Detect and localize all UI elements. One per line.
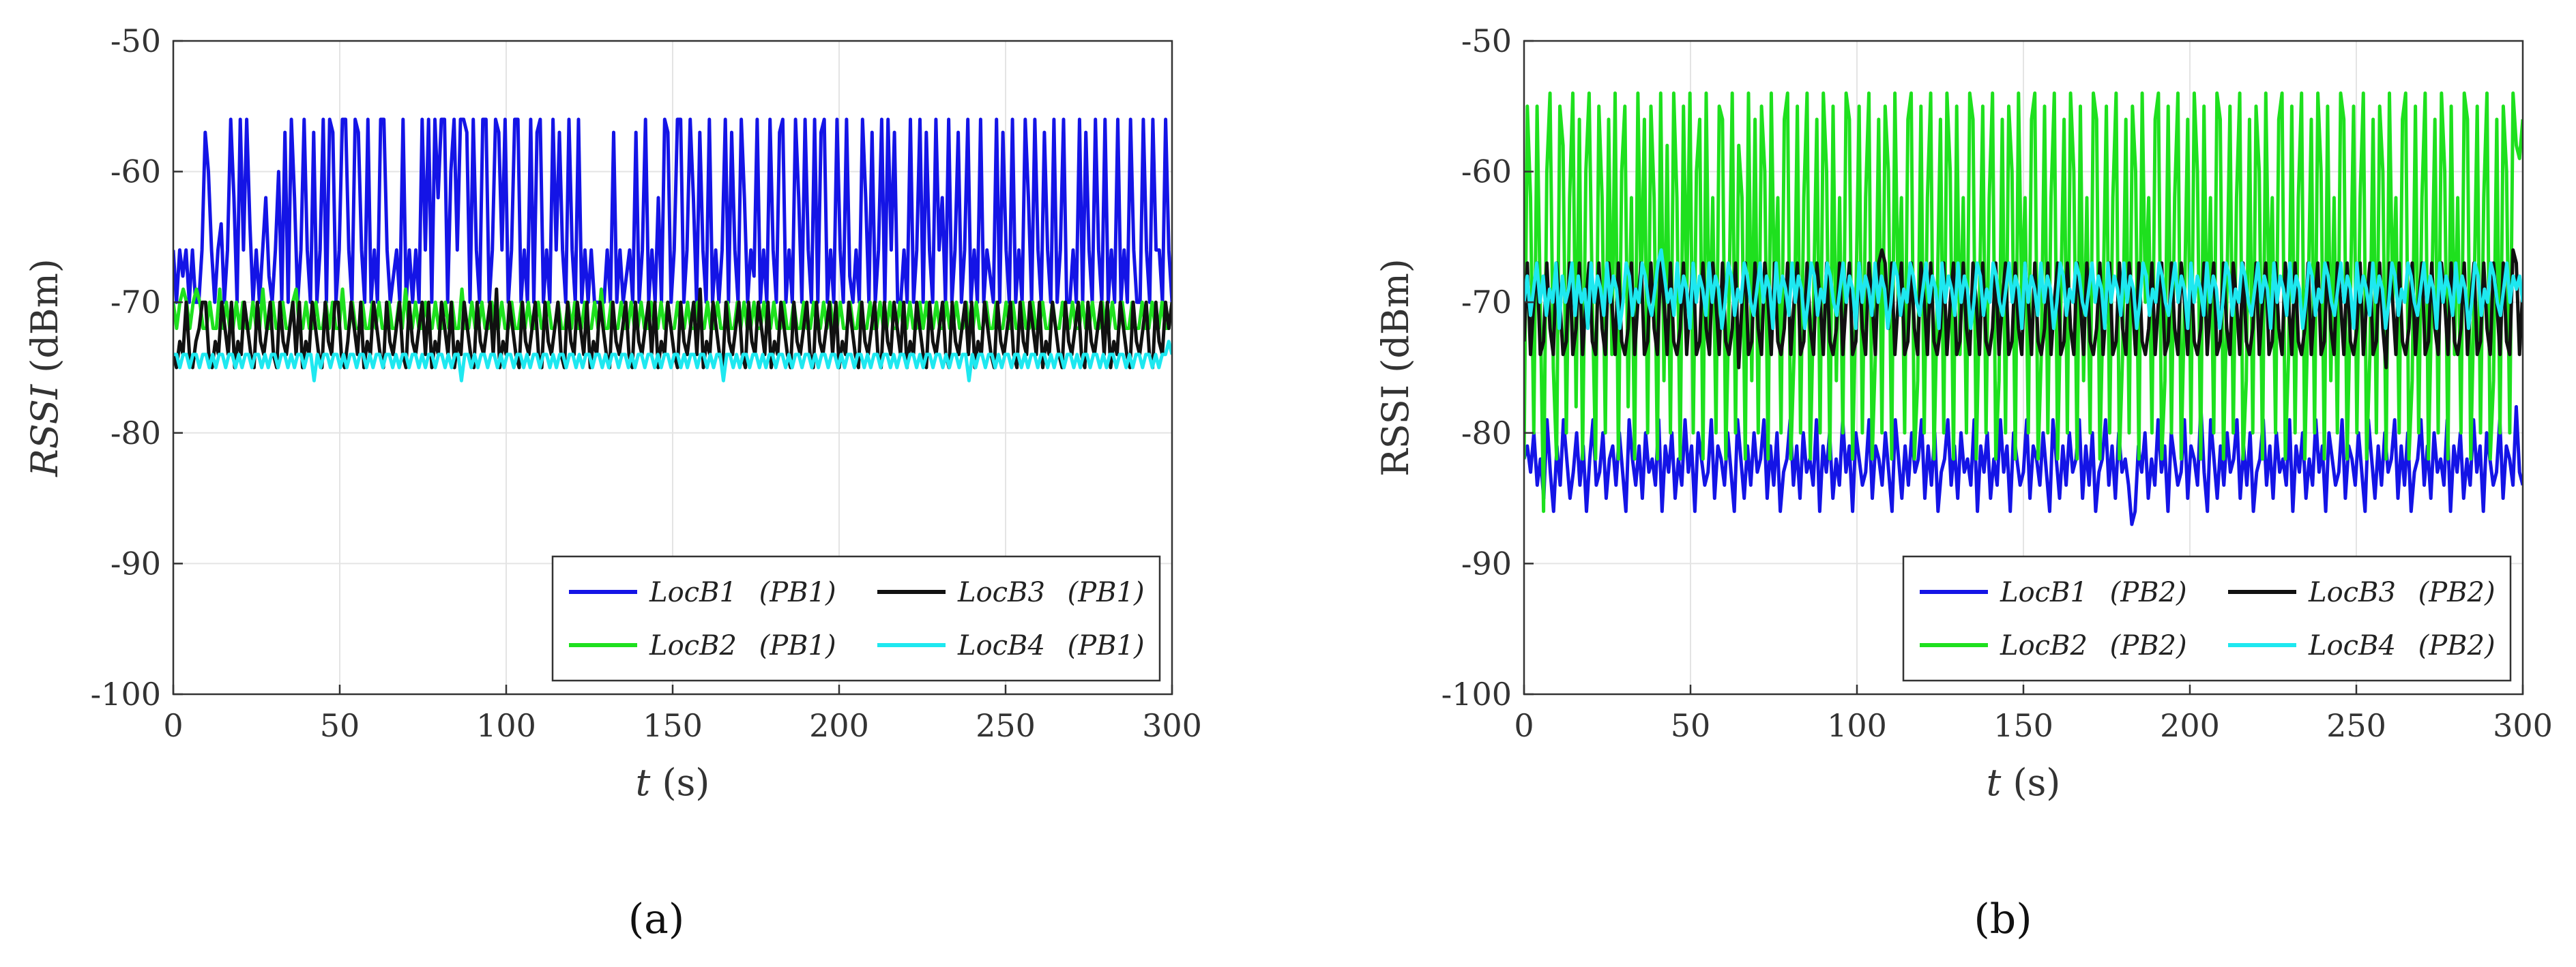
x-tick-label: 0 (1514, 707, 1534, 744)
chart-panel-b: 0 50 100 150 200 250 300 -100 -90 -80 -70 -60 -50 t (… (1374, 23, 2553, 943)
y-tick-label: -60 (111, 153, 161, 190)
y-tick-label: -70 (1461, 284, 1512, 321)
legend-series-tag: (PB2) (2110, 630, 2187, 661)
x-axis-unit: (s) (2001, 761, 2060, 804)
x-tick-label: 300 (1142, 707, 1202, 744)
chart-panel-a: 0 50 100 150 200 250 300 -100 -90 -80 -70 -60 -50 t (… (23, 23, 1202, 943)
legend-series-name: LocB2 (2000, 630, 2088, 661)
x-axis-label: t (s) (636, 761, 710, 804)
y-tick-label: -100 (91, 676, 161, 713)
y-tick-label: -90 (111, 545, 161, 582)
x-tick-label: 150 (1993, 707, 2053, 744)
y-axis-symbol: RSSI (23, 383, 66, 477)
y-tick-label: -70 (111, 284, 161, 321)
legend-series-name: LocB1 (2000, 577, 2088, 608)
legend-series-tag: (PB1) (1068, 577, 1145, 608)
y-tick-label: -60 (1461, 153, 1512, 190)
x-tick-label: 0 (163, 707, 183, 744)
x-axis-symbol: t (636, 761, 651, 804)
legend-series-tag: (PB1) (1068, 630, 1145, 661)
y-axis-unit: (dBm) (1374, 258, 1417, 385)
legend-entry: LocB1 (PB2) (2000, 577, 2187, 608)
y-axis-symbol: RSSI (1374, 385, 1417, 477)
y-tick-label: -80 (111, 415, 161, 451)
legend-box (553, 556, 1160, 681)
legend-entry: LocB1 (PB1) (649, 577, 836, 608)
x-tick-label: 200 (2160, 707, 2220, 744)
y-tick-label: -50 (111, 23, 161, 59)
x-tick-label: 100 (1827, 707, 1887, 744)
y-axis-label: RSSI (dBm) (1374, 258, 1417, 477)
y-axis-unit: (dBm) (23, 258, 66, 385)
legend-series-tag: (PB1) (759, 630, 836, 661)
y-tick-label: -100 (1441, 676, 1512, 713)
x-tick-label: 150 (643, 707, 703, 744)
x-axis-unit: (s) (650, 761, 709, 804)
legend-series-tag: (PB2) (2418, 630, 2496, 661)
legend-entry: LocB3 (PB1) (957, 577, 1145, 608)
legend-entry: LocB2 (PB2) (2000, 630, 2187, 661)
panel-label: (a) (628, 895, 685, 943)
rssi-figure: 0 50 100 150 200 250 300 -100 -90 -80 -70 -60 -50 t (… (0, 0, 2576, 967)
legend-series-tag: (PB2) (2110, 577, 2187, 608)
legend-series-name: LocB4 (2308, 630, 2396, 661)
x-tick-label: 250 (976, 707, 1036, 744)
x-axis-symbol: t (1987, 761, 2002, 804)
legend-series-name: LocB1 (649, 577, 737, 608)
x-axis-label: t (s) (1987, 761, 2061, 804)
x-tick-label: 250 (2326, 707, 2386, 744)
x-tick-label: 50 (320, 707, 360, 744)
panel-label: (b) (1974, 895, 2032, 943)
legend-entry: LocB4 (PB1) (957, 630, 1145, 661)
legend-series-name: LocB3 (957, 577, 1045, 608)
y-axis-label: RSSI (dBm) (23, 258, 66, 477)
x-tick-label: 300 (2493, 707, 2553, 744)
x-tick-label: 50 (1671, 707, 1711, 744)
legend-series-tag: (PB2) (2418, 577, 2496, 608)
x-tick-label: 200 (809, 707, 869, 744)
legend-entry: LocB3 (PB2) (2308, 577, 2496, 608)
y-tick-label: -90 (1461, 545, 1512, 582)
legend-entry: LocB2 (PB1) (649, 630, 836, 661)
legend-series-name: LocB4 (957, 630, 1045, 661)
legend-box (1903, 556, 2511, 681)
legend-series-name: LocB3 (2308, 577, 2396, 608)
x-tick-label: 100 (476, 707, 536, 744)
y-tick-label: -80 (1461, 415, 1512, 451)
y-tick-label: -50 (1461, 23, 1512, 59)
legend-series-name: LocB2 (649, 630, 737, 661)
legend: LocB1 (PB2)LocB2 (PB2)LocB3 (PB2)LocB4 (… (1903, 556, 2511, 681)
legend: LocB1 (PB1)LocB2 (PB1)LocB3 (PB1)LocB4 (… (553, 556, 1160, 681)
legend-entry: LocB4 (PB2) (2308, 630, 2496, 661)
legend-series-tag: (PB1) (759, 577, 836, 608)
